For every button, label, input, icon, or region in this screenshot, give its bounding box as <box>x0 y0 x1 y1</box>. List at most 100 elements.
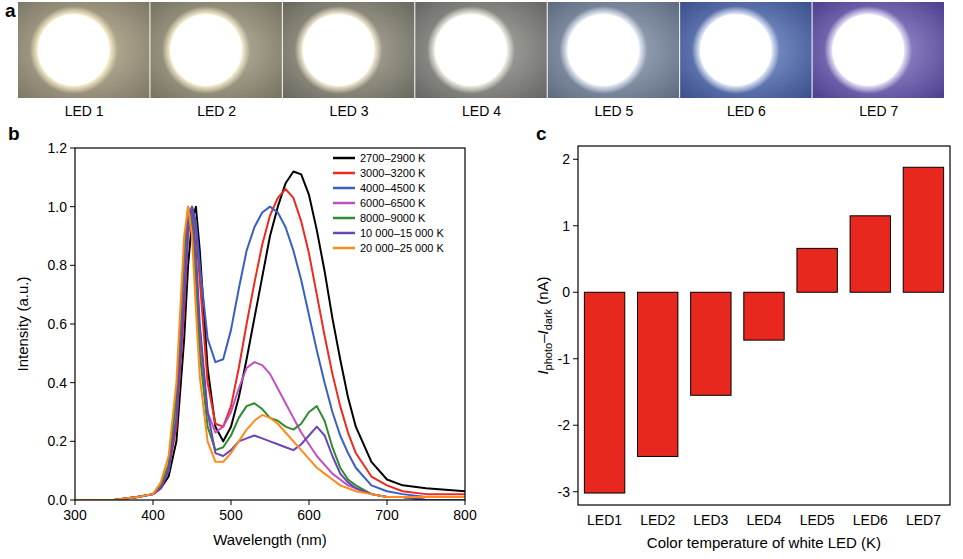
bar <box>691 292 731 395</box>
y-axis-title-part: (nA) <box>534 276 551 309</box>
led-disc <box>170 14 242 86</box>
y-tick <box>573 358 578 359</box>
y-tick-label: 0.6 <box>48 316 68 332</box>
led-disc <box>435 14 507 86</box>
legend-label: 4000–4500 K <box>360 182 426 194</box>
legend-swatch <box>333 232 355 235</box>
led-glow <box>427 6 515 94</box>
y-tick <box>70 500 75 501</box>
x-tick-label: 500 <box>219 507 243 523</box>
x-tick <box>309 500 310 505</box>
legend-label: 3000–3200 K <box>360 167 426 179</box>
y-tick <box>70 382 75 383</box>
legend-swatch <box>333 187 355 190</box>
y-tick <box>70 206 75 207</box>
legend-label: 8000–9000 K <box>360 212 426 224</box>
led-glow <box>30 6 118 94</box>
legend-swatch <box>333 172 355 175</box>
spectrum-line <box>75 171 465 500</box>
panel-label: a <box>5 0 16 21</box>
x-tick-label: 700 <box>375 507 399 523</box>
panel-label: c <box>536 123 547 144</box>
led-disc <box>38 14 110 86</box>
y-axis-title-part: –I <box>534 330 551 344</box>
x-tick-label: 300 <box>63 507 87 523</box>
spectrum-line <box>75 189 465 500</box>
bar <box>797 248 837 292</box>
legend-label: 6000–6500 K <box>360 197 426 209</box>
led-photo <box>415 2 546 98</box>
spectrum-line <box>75 207 465 500</box>
legend-label: 20 000–25 000 K <box>360 242 444 254</box>
y-axis-title: Iphoto–Idark (nA) <box>534 276 554 374</box>
led-glow <box>559 6 647 94</box>
spectrum-line <box>75 213 465 500</box>
y-tick <box>573 292 578 293</box>
x-tick <box>153 500 154 505</box>
x-tick-label: LED3 <box>693 512 728 528</box>
led-disc <box>567 14 639 86</box>
photo-label: LED 6 <box>727 103 766 119</box>
legend-swatch <box>333 202 355 205</box>
photo-label: LED 1 <box>65 103 104 119</box>
y-tick-label: 1.0 <box>48 199 68 215</box>
panel-label: b <box>8 123 20 144</box>
x-tick-label: LED1 <box>587 512 622 528</box>
photo-label: LED 2 <box>197 103 236 119</box>
plot-frame <box>75 148 465 500</box>
x-tick-label: 800 <box>453 507 477 523</box>
x-axis-title: Color temperature of white LED (K) <box>647 534 881 551</box>
led-photo <box>813 2 944 98</box>
bars <box>584 167 943 493</box>
x-axis-title: Wavelength (nm) <box>213 531 327 548</box>
bar <box>638 292 678 456</box>
y-tick <box>573 225 578 226</box>
led-disc <box>832 14 904 86</box>
legend-label: 10 000–15 000 K <box>360 227 444 239</box>
y-tick <box>573 159 578 160</box>
legend-swatch <box>333 157 355 160</box>
y-tick <box>70 265 75 266</box>
bar <box>903 167 943 292</box>
photo-label: LED 5 <box>594 103 633 119</box>
y-tick-label: 1.2 <box>48 140 68 156</box>
plot-lines <box>75 171 465 500</box>
x-tick <box>387 500 388 505</box>
photo-label: LED 4 <box>462 103 501 119</box>
plot-frame <box>578 146 950 505</box>
y-tick-label: -1 <box>558 351 571 367</box>
x-tick-label: LED5 <box>800 512 835 528</box>
spectrum-line <box>75 207 465 500</box>
led-glow <box>162 6 250 94</box>
y-tick-label: 2 <box>562 151 570 167</box>
y-tick-label: 0 <box>562 284 570 300</box>
legend-swatch <box>333 247 355 250</box>
y-tick-label: 0.4 <box>48 375 68 391</box>
led-photo <box>150 2 281 98</box>
y-tick-label: 0.8 <box>48 257 68 273</box>
y-tick <box>70 324 75 325</box>
y-axis-title-sub: dark <box>542 308 554 330</box>
x-tick-label: LED6 <box>853 512 888 528</box>
figure: LED 1LED 2LED 3LED 4LED 5LED 6LED 7ab300… <box>0 0 963 559</box>
led-photo <box>548 2 679 98</box>
y-tick-label: -2 <box>558 417 571 433</box>
led-photo <box>283 2 414 98</box>
y-tick <box>573 425 578 426</box>
y-tick-label: 1 <box>562 218 570 234</box>
x-tick-label: LED2 <box>640 512 675 528</box>
y-tick <box>70 441 75 442</box>
bar <box>744 292 784 340</box>
legend-swatch <box>333 217 355 220</box>
x-tick-label: 600 <box>297 507 321 523</box>
y-tick <box>70 148 75 149</box>
x-tick <box>465 500 466 505</box>
y-axis-title-sub: photo <box>542 343 554 371</box>
legend: 2700–2900 K3000–3200 K4000–4500 K6000–65… <box>333 152 444 254</box>
y-axis-title: Intensity (a.u.) <box>14 276 31 371</box>
y-tick <box>573 491 578 492</box>
spectrum-line <box>75 207 465 500</box>
photo-label: LED 3 <box>330 103 369 119</box>
led-photo <box>18 2 149 98</box>
y-tick-label: -3 <box>558 484 571 500</box>
